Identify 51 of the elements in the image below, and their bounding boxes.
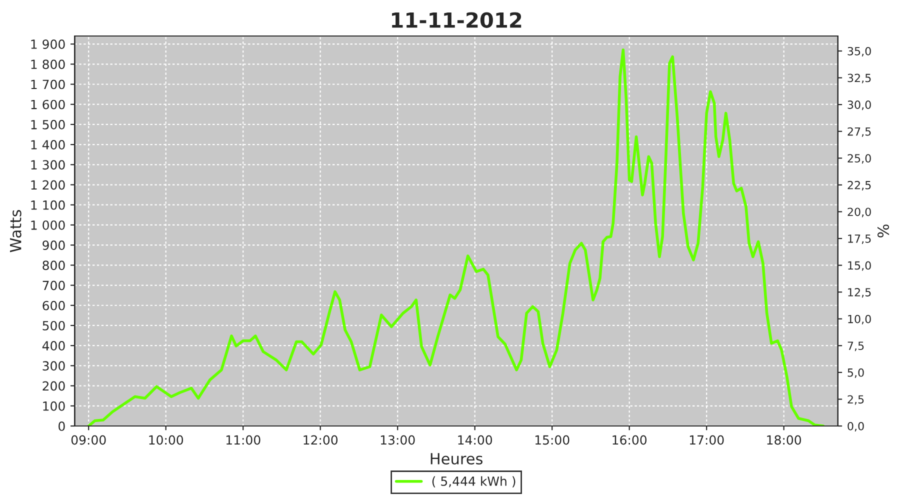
y-tick-label: 500	[42, 320, 65, 330]
y2-tick-label: 0,0	[848, 422, 864, 432]
y2-tick-label: 32,5	[848, 74, 871, 84]
x-tick-label: 11:00	[226, 435, 260, 445]
y-tick-label: 1 500	[31, 120, 65, 130]
y-tick-label: 1 600	[31, 100, 65, 110]
y-tick-label: 1 300	[31, 160, 65, 170]
y2-tick-label: 20,0	[848, 208, 871, 218]
y2-tick-label: 30,0	[848, 100, 871, 110]
y2-tick-label: 22,5	[848, 180, 871, 190]
y-tick-label: 200	[42, 381, 65, 391]
y-tick-label: 1 800	[31, 60, 65, 70]
y2-tick-label: 25,0	[848, 154, 871, 164]
y-axis-title: Watts	[10, 210, 22, 252]
x-tick-label: 12:00	[304, 435, 338, 445]
x-axis-title: Heures	[430, 453, 482, 465]
y-tick-label: 900	[42, 240, 65, 250]
y-tick-label: 1 100	[31, 200, 65, 210]
y-tick-label: 400	[42, 341, 65, 351]
chart-title: 11-11-2012	[392, 12, 522, 28]
y-tick-label: 300	[42, 361, 65, 371]
y2-tick-label: 7,5	[848, 342, 864, 352]
x-tick-label: 10:00	[149, 435, 184, 445]
legend-label: ( 5,444 kWh )	[432, 476, 516, 488]
x-tick-label: 16:00	[612, 435, 647, 445]
y-tick-label: 800	[42, 260, 65, 270]
y2-tick-label: 17,5	[848, 234, 871, 244]
y-tick-label: 1 700	[31, 80, 65, 90]
y2-tick-label: 2,5	[848, 395, 864, 405]
x-tick-label: 15:00	[535, 435, 570, 445]
x-tick-label: 17:00	[690, 435, 724, 445]
y2-tick-label: 12,5	[848, 288, 871, 298]
y2-tick-label: 35,0	[848, 46, 871, 57]
x-tick-label: 18:00	[767, 435, 802, 445]
y-tick-label: 0	[58, 421, 65, 431]
y-tick-label: 700	[42, 280, 65, 290]
y2-tick-label: 5,0	[848, 368, 864, 378]
y2-tick-label: 15,0	[848, 261, 871, 271]
y2-tick-label: 27,5	[848, 127, 871, 137]
y-tick-label: 1 000	[31, 220, 65, 230]
line-series	[87, 48, 825, 426]
x-tick-label: 14:00	[458, 435, 492, 445]
y-tick-label: 1 200	[31, 180, 65, 190]
y-tick-label: 1 400	[31, 140, 65, 150]
y-tick-label: 600	[42, 300, 65, 310]
y-tick-label: 100	[43, 401, 65, 411]
y2-axis-title: %	[877, 224, 890, 238]
y2-tick-label: 10,0	[848, 314, 871, 324]
y-tick-label: 1 900	[31, 40, 65, 49]
x-tick-label: 09:00	[71, 435, 106, 445]
x-tick-label: 13:00	[380, 435, 415, 445]
